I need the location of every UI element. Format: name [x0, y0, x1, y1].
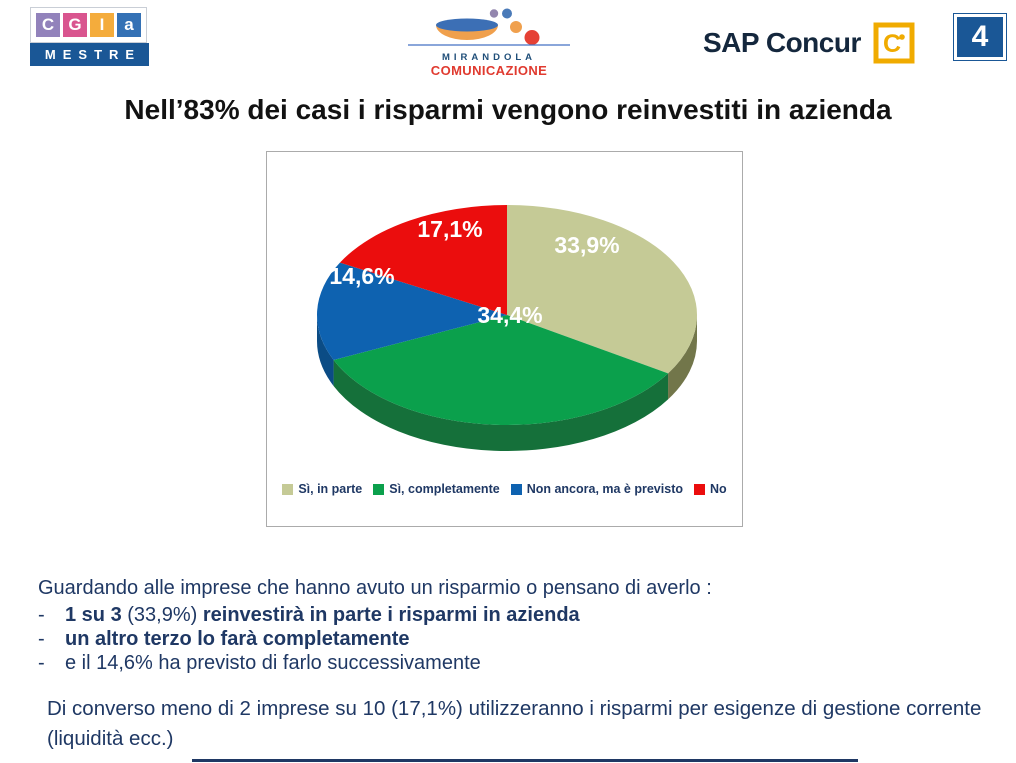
pie-chart-frame: 33,9% 34,4% 14,6% 17,1% Sì, in parte Sì, com… [266, 151, 743, 527]
cgia-mestre-label: MESTRE [30, 43, 149, 66]
bullet-item: -e il 14,6% ha previsto di farlo success… [38, 652, 481, 674]
cgia-tile: C [36, 13, 60, 37]
slide-number-badge: 4 [953, 13, 1007, 61]
sap-concur-label: SAP Concur [703, 27, 861, 58]
bullet-item: - un altro terzo lo farà completamente [38, 628, 410, 650]
legend-swatch [510, 483, 522, 495]
svg-text:C: C [883, 30, 901, 58]
sap-concur-logo: SAP Concur C [703, 22, 915, 64]
legend-swatch [694, 483, 705, 495]
pie-value-label: 17,1% [417, 216, 482, 242]
chart-legend: Sì, in parte Sì, completamente Non ancora,… [267, 482, 742, 496]
body-intro: Guardando alle imprese che hanno avuto u… [38, 577, 712, 599]
pie-chart: 33,9% 34,4% 14,6% 17,1% [316, 205, 698, 452]
cgia-tile: G [63, 13, 87, 37]
bottom-divider [192, 759, 858, 762]
page-title: Nell’83% dei casi i risparmi vengono rei… [124, 94, 892, 125]
pie-slice [339, 205, 507, 315]
pie-slice-side [333, 359, 669, 452]
legend-item: Non ancora, ma è previsto [510, 482, 683, 496]
concur-c-icon: C [873, 22, 915, 64]
mirandola-logo: MIRANDOLA COMUNICAZIONE [399, 2, 579, 78]
pie-value-label: 33,9% [554, 232, 619, 258]
mirandola-sub-label: COMUNICAZIONE [430, 63, 548, 78]
pie-value-label: 34,4% [477, 302, 542, 328]
bullet-marker: - [38, 652, 45, 674]
mirandola-name-label: MIRANDOLA [441, 52, 537, 63]
pie-slice [316, 262, 507, 360]
legend-item: Sì, completamente [373, 482, 500, 496]
bullet-marker: - [38, 628, 45, 650]
legend-label: Sì, in parte [298, 482, 363, 496]
bullet-item: -1 su 3 (33,9%) reinvestirà in parte i r… [38, 604, 580, 626]
cgia-tile: a [117, 13, 141, 37]
pie-value-label: 14,6% [329, 263, 394, 289]
pie-slice-side [317, 315, 334, 386]
pie-slice-side [668, 315, 697, 400]
legend-item: Sì, in parte [282, 482, 362, 496]
legend-item: No [694, 482, 727, 496]
body-text-block: Guardando alle imprese che hanno avuto u… [38, 574, 712, 675]
pie-slice [507, 205, 698, 374]
footer-paragraph: Di converso meno di 2 imprese su 10 (17,… [47, 697, 982, 750]
pie-slice [333, 315, 669, 426]
legend-label: Non ancora, ma è previsto [526, 482, 683, 496]
bullet-list: -1 su 3 (33,9%) reinvestirà in parte i r… [38, 603, 712, 675]
legend-label: Sì, completamente [389, 482, 500, 496]
cgia-tile: I [90, 13, 114, 37]
legend-label: No [710, 482, 727, 496]
mirandola-bowl-icon [408, 8, 570, 46]
legend-swatch [282, 483, 294, 495]
legend-swatch [373, 483, 385, 495]
bullet-marker: - [38, 604, 45, 626]
slide-number: 4 [957, 17, 1003, 57]
